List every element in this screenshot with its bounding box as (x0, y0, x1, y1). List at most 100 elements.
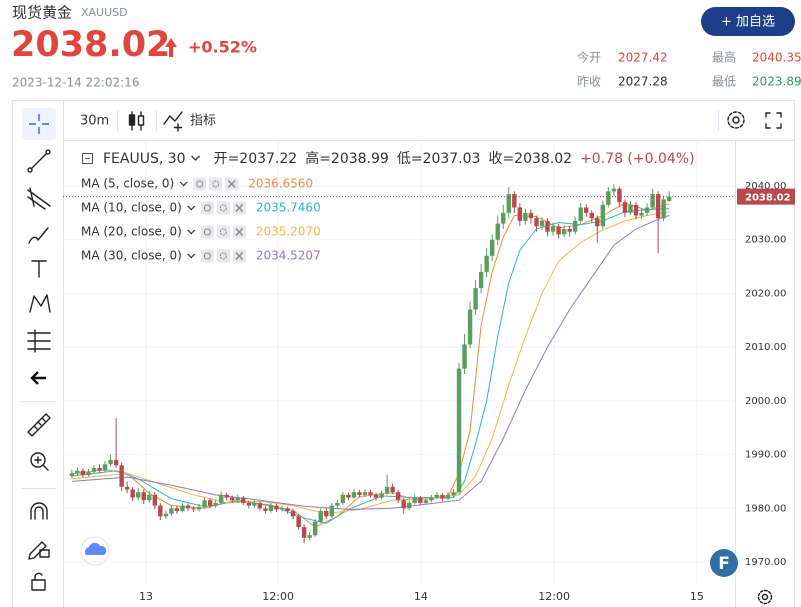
candle-body (666, 196, 672, 201)
candle-body (584, 207, 589, 213)
candle-body (285, 508, 290, 511)
candle-body (407, 502, 412, 509)
crosshair-tool[interactable] (22, 108, 56, 140)
candle-body (512, 194, 517, 208)
brush-tool[interactable] (28, 227, 49, 244)
candle-body (545, 220, 550, 232)
legend-chevron (191, 155, 201, 161)
interval-button[interactable]: 30m (80, 114, 109, 129)
add-watchlist-label[interactable]: + 加自选 (721, 15, 775, 30)
drawing-toolbar (22, 108, 110, 591)
candle-body (141, 492, 146, 501)
legend-chevron (187, 253, 196, 259)
candle-body (617, 188, 622, 203)
candle-body (434, 494, 440, 498)
candle-body (440, 494, 445, 499)
candle-body (235, 497, 240, 501)
back-arrow[interactable] (30, 371, 46, 385)
candle-body (633, 204, 639, 216)
candle-body (340, 494, 346, 503)
eye-icon (203, 204, 211, 212)
candle-body (257, 502, 263, 509)
stat-value: 2040.35 (752, 51, 801, 65)
trendline-tool[interactable] (27, 149, 51, 173)
ma-legend-name: MA (30, close, 0) (81, 249, 182, 263)
stat-label: 昨收 (577, 75, 601, 89)
candle-body (467, 309, 473, 345)
candle-body (268, 505, 274, 511)
indicators-button[interactable]: 指标 (190, 114, 216, 129)
candle-body (528, 212, 534, 219)
candle-body (561, 228, 567, 235)
collapse-legend[interactable] (82, 153, 93, 164)
prediction-tool[interactable] (27, 329, 51, 353)
candle-body (534, 218, 539, 227)
zoom-tool[interactable] (30, 452, 49, 471)
candle-body (390, 486, 395, 493)
candle-body (473, 288, 478, 310)
candle-body (655, 194, 661, 219)
candle-body (567, 228, 572, 232)
ma-eye-button[interactable] (200, 225, 214, 239)
y-tick-label: 2040.00 (745, 181, 786, 192)
settings-button[interactable] (727, 111, 745, 129)
x-tick-label: 15 (690, 590, 704, 603)
y-tick-label: 1970.00 (745, 557, 786, 568)
ma-gear-button[interactable] (216, 225, 230, 239)
ma-gear-button[interactable] (216, 249, 230, 263)
indicators-icon[interactable] (163, 111, 183, 132)
candle-body (86, 471, 91, 475)
legend-chevron (179, 181, 188, 187)
lock-drawing-tool[interactable] (28, 541, 50, 560)
candle-body (196, 507, 202, 510)
candle-body (362, 492, 368, 495)
candle-body (136, 492, 141, 498)
legend-ohlc-value: 开=2037.22 (214, 151, 298, 167)
stat-value: 2027.28 (618, 75, 668, 89)
add-watchlist-button[interactable] (701, 7, 795, 36)
close-icon (235, 204, 244, 212)
close-icon (235, 228, 244, 236)
text-tool[interactable] (31, 260, 47, 278)
candle-body (180, 505, 185, 511)
x-tick-label: 12:00 (262, 590, 294, 603)
close-icon (227, 180, 236, 188)
legend-chevron (187, 205, 196, 211)
fullscreen-button[interactable] (765, 112, 782, 129)
eye-icon (203, 252, 211, 260)
candle-body (429, 497, 434, 501)
pattern-tool[interactable] (29, 294, 51, 313)
legend-change: +0.78 (+0.04%) (580, 151, 694, 167)
axis-settings-button[interactable] (757, 589, 773, 605)
instrument-symbol: XAUUSD (81, 6, 128, 19)
candle-body (80, 470, 86, 475)
lock-tool[interactable] (31, 572, 46, 591)
candle-body (263, 508, 268, 511)
candle-body (296, 516, 301, 528)
gear-icon (219, 228, 227, 236)
ma-gear-button[interactable] (216, 201, 230, 215)
candle-body (489, 239, 495, 256)
candle-body (506, 194, 511, 213)
candle-body (202, 500, 207, 508)
ma-gear-button[interactable] (209, 177, 223, 191)
candle-body (130, 489, 135, 498)
candle-body (395, 492, 401, 501)
x-tick-label: 13 (139, 590, 153, 603)
candle-body (539, 220, 545, 227)
candle-body (578, 207, 583, 221)
candle-body (600, 204, 606, 227)
chart-type-button[interactable] (128, 111, 145, 131)
fib-tool[interactable] (27, 187, 51, 210)
ma-eye-button[interactable] (193, 177, 207, 191)
candle-body (384, 486, 390, 494)
ruler-tool[interactable] (27, 413, 51, 437)
candle-body (218, 494, 224, 503)
magnet-tool[interactable] (30, 502, 48, 520)
ma-eye-button[interactable] (200, 249, 214, 263)
candle-body (318, 510, 323, 522)
candle-body (595, 218, 600, 227)
candle-body (606, 191, 611, 205)
x-tick-label: 14 (414, 590, 428, 603)
ma-eye-button[interactable] (200, 201, 214, 215)
